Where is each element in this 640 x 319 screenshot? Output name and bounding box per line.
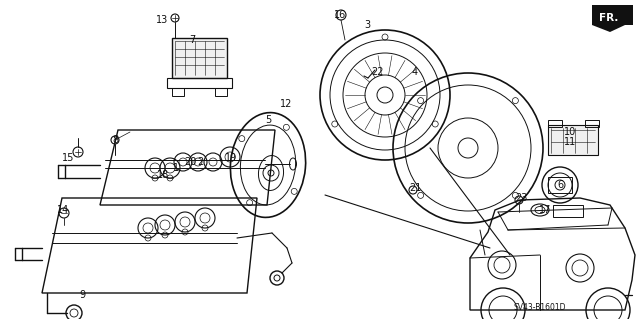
Bar — [548, 120, 562, 127]
Text: SV43-B1601D: SV43-B1601D — [514, 303, 566, 313]
Text: 13: 13 — [156, 15, 168, 25]
Text: 21: 21 — [409, 183, 421, 193]
Text: 2: 2 — [197, 157, 203, 167]
Text: 18: 18 — [157, 170, 169, 180]
Text: 10: 10 — [564, 127, 576, 137]
Text: 7: 7 — [189, 35, 195, 45]
Text: 12: 12 — [280, 99, 292, 109]
Bar — [548, 177, 572, 193]
Bar — [172, 38, 227, 78]
Text: 17: 17 — [539, 205, 551, 215]
Text: 11: 11 — [564, 137, 576, 147]
Text: 3: 3 — [364, 20, 370, 30]
Text: 5: 5 — [265, 115, 271, 125]
Text: 15: 15 — [62, 153, 74, 163]
Text: 22: 22 — [371, 67, 383, 77]
Text: 19: 19 — [225, 153, 237, 163]
Text: 14: 14 — [57, 205, 69, 215]
Bar — [215, 88, 227, 96]
Text: FR.: FR. — [599, 13, 619, 23]
Text: 4: 4 — [412, 67, 418, 77]
Bar — [585, 120, 599, 127]
Text: 8: 8 — [112, 135, 118, 145]
Text: 23: 23 — [515, 193, 527, 203]
Text: 20: 20 — [184, 157, 196, 167]
Bar — [553, 205, 583, 217]
Bar — [548, 125, 598, 155]
Text: 16: 16 — [334, 10, 346, 20]
Text: 9: 9 — [79, 290, 85, 300]
Text: 6: 6 — [557, 180, 563, 190]
Text: 1: 1 — [173, 163, 179, 173]
Bar — [172, 88, 184, 96]
Polygon shape — [592, 5, 633, 32]
Bar — [167, 78, 232, 88]
